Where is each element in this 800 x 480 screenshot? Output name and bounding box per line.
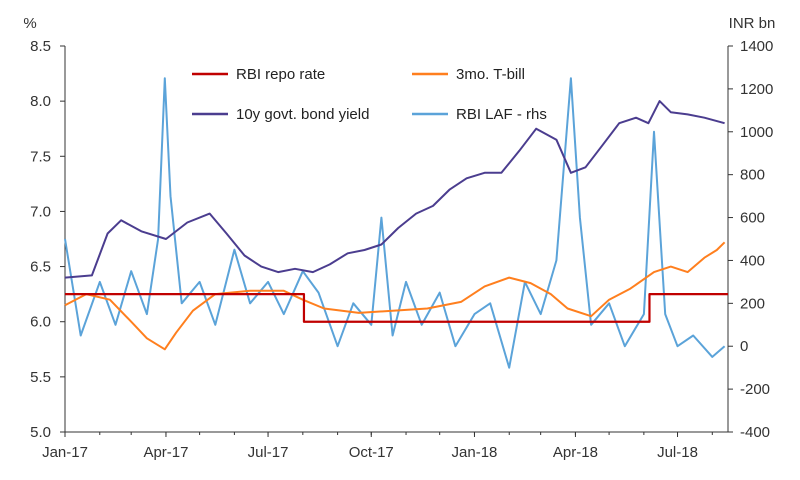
plot-area — [64, 77, 728, 369]
legend-label-rbi-laf-rhs: RBI LAF - rhs — [456, 106, 547, 123]
legend-label-3mo-t-bill: 3mo. T-bill — [456, 66, 525, 83]
series-line-3mo-t-bill — [64, 241, 726, 351]
right-tick-label: -400 — [740, 424, 770, 441]
left-tick-label: 8.0 — [30, 93, 51, 110]
legend-label-rbi-repo-rate: RBI repo rate — [236, 66, 325, 83]
legend: RBI repo rate 3mo. T-bill 10y govt. bond y… — [192, 66, 547, 123]
left-tick-label: 6.5 — [30, 259, 51, 276]
left-tick-label: 7.0 — [30, 203, 51, 220]
left-tick-label: 5.0 — [30, 424, 51, 441]
axes: 5.0 5.5 6.0 6.5 7.0 7.5 8.0 8.5 -400 -200 0 200 400 6… — [23, 15, 775, 461]
right-tick-label: 1400 — [740, 38, 773, 55]
right-tick-label: 0 — [740, 338, 748, 355]
left-tick-label: 5.5 — [30, 369, 51, 386]
right-tick-label: -200 — [740, 381, 770, 398]
right-tick-label: 800 — [740, 167, 765, 184]
left-tick-label: 7.5 — [30, 148, 51, 165]
right-tick-label: 400 — [740, 252, 765, 269]
x-tick-label: Apr-18 — [553, 444, 598, 461]
right-axis-unit: INR bn — [729, 15, 776, 32]
left-tick-label: 8.5 — [30, 38, 51, 55]
right-tick-label: 200 — [740, 295, 765, 312]
x-tick-label: Jan-17 — [42, 444, 88, 461]
left-axis-unit: % — [23, 15, 36, 32]
x-tick-label: Jul-17 — [248, 444, 289, 461]
legend-label-10y-govt-bond-yield: 10y govt. bond yield — [236, 106, 369, 123]
right-tick-label: 600 — [740, 210, 765, 227]
series-line-rbi-repo-rate — [65, 293, 728, 323]
x-tick-label: Apr-17 — [143, 444, 188, 461]
series-line-10y-govt-bond-yield — [64, 100, 725, 279]
x-tick-label: Jul-18 — [657, 444, 698, 461]
x-tick-label: Oct-17 — [349, 444, 394, 461]
series-line-rbi-laf-rhs — [64, 77, 726, 369]
right-tick-label: 1200 — [740, 81, 773, 98]
left-tick-label: 6.0 — [30, 314, 51, 331]
x-tick-label: Jan-18 — [452, 444, 498, 461]
right-tick-label: 1000 — [740, 124, 773, 141]
